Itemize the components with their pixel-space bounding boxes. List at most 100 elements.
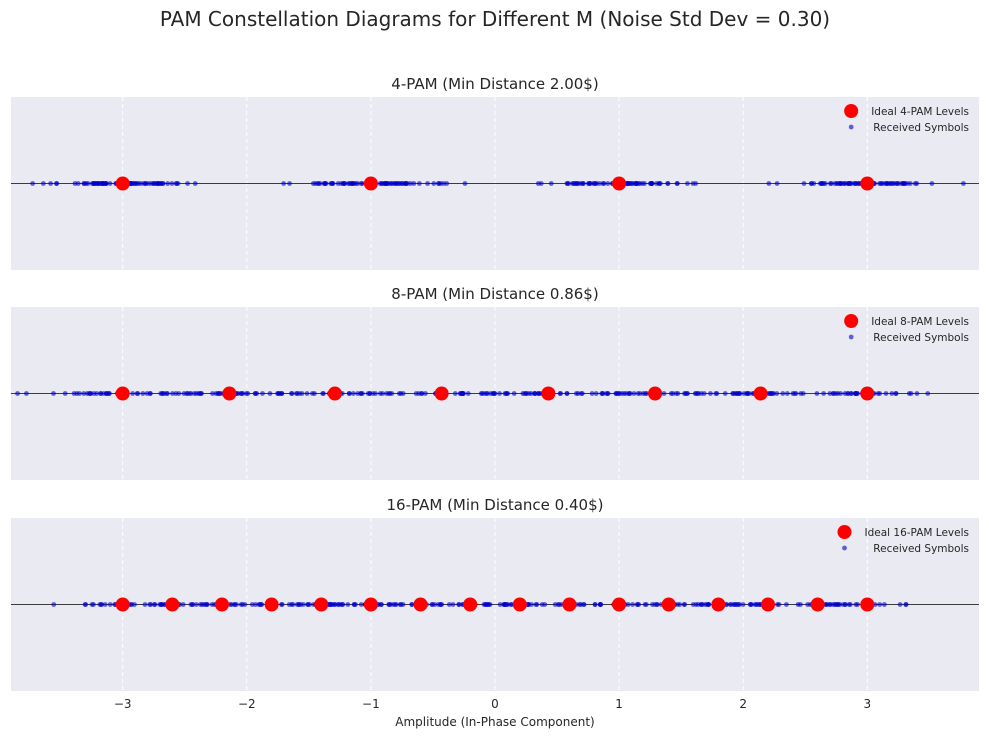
received-point — [732, 391, 738, 396]
received-point — [774, 181, 780, 186]
received-point — [397, 181, 403, 186]
received-point — [393, 181, 399, 186]
received-point — [156, 181, 162, 186]
received-point — [827, 391, 833, 396]
received-point — [684, 391, 690, 396]
received-point — [174, 181, 180, 186]
received-point — [99, 602, 104, 607]
received-point — [286, 602, 292, 607]
received-point — [593, 391, 599, 396]
received-point — [639, 181, 645, 186]
received-point — [151, 181, 156, 186]
received-point — [693, 391, 699, 396]
received-point — [132, 602, 137, 607]
received-point — [85, 181, 91, 186]
received-point — [644, 391, 650, 396]
ideal-level-point — [264, 597, 279, 612]
legend-label-received: Received Symbols — [873, 543, 969, 555]
received-point — [136, 181, 142, 186]
legend-marker-received — [848, 124, 854, 130]
ideal-level-point — [541, 386, 556, 401]
received-point — [661, 391, 667, 396]
received-point — [650, 602, 655, 607]
received-point — [210, 391, 215, 396]
received-point — [385, 181, 391, 186]
received-point — [706, 602, 712, 607]
received-point — [330, 181, 336, 186]
received-point — [107, 181, 113, 186]
x-tick-label: 3 — [863, 697, 871, 711]
received-point — [592, 602, 598, 607]
received-point — [693, 181, 699, 186]
received-point — [599, 391, 605, 396]
received-point — [776, 602, 782, 607]
legend-label-ideal: Ideal 8-PAM Levels — [871, 316, 969, 328]
ideal-level-point — [562, 597, 577, 612]
received-point — [887, 181, 893, 186]
received-point — [260, 391, 265, 396]
received-point — [379, 181, 385, 186]
received-point — [497, 602, 503, 607]
received-point — [199, 391, 204, 396]
legend-label-received: Received Symbols — [873, 332, 969, 344]
received-point — [737, 391, 743, 396]
received-point — [929, 181, 935, 186]
received-point — [535, 391, 541, 396]
received-point — [358, 602, 364, 607]
received-point — [242, 602, 248, 607]
received-point — [895, 181, 901, 186]
legend-marker-ideal — [837, 525, 852, 539]
received-point — [450, 602, 456, 607]
received-point — [889, 391, 895, 396]
received-point — [878, 181, 884, 186]
received-point — [396, 391, 402, 396]
received-point — [533, 602, 539, 607]
received-point — [795, 602, 801, 607]
received-point — [81, 181, 87, 186]
received-point — [548, 181, 554, 186]
received-point — [846, 602, 852, 607]
received-point — [187, 391, 192, 396]
received-point — [883, 391, 889, 396]
received-point — [380, 391, 385, 396]
received-point — [906, 391, 912, 396]
x-tick-label: −3 — [114, 697, 132, 711]
legend-label-ideal: Ideal 16-PAM Levels — [865, 527, 970, 539]
received-point — [635, 391, 641, 396]
received-point — [431, 181, 437, 186]
received-point — [253, 391, 258, 396]
received-point — [837, 602, 843, 607]
received-point — [413, 391, 419, 396]
received-point — [147, 391, 153, 396]
received-point — [180, 602, 186, 607]
received-point — [462, 181, 468, 186]
received-point — [604, 391, 610, 396]
received-point — [159, 391, 165, 396]
x-tick-label: −2 — [238, 697, 256, 711]
received-point — [780, 391, 786, 396]
received-point — [107, 602, 113, 607]
received-point — [310, 181, 316, 186]
ideal-level-point — [214, 597, 229, 612]
ideal-level-point — [413, 597, 428, 612]
received-point — [350, 181, 355, 186]
figure-title: PAM Constellation Diagrams for Different… — [160, 7, 830, 31]
panel-2: 8-PAM (Min Distance 0.86$) Ideal 8-PAM Le… — [11, 285, 979, 480]
received-point — [316, 181, 322, 186]
received-point — [798, 391, 804, 396]
received-point — [801, 181, 807, 186]
received-point — [176, 391, 182, 396]
received-point — [298, 602, 304, 607]
received-point — [290, 602, 296, 607]
received-point — [91, 391, 97, 396]
received-point — [328, 602, 334, 607]
received-point — [101, 181, 107, 186]
received-point — [75, 181, 81, 186]
received-point — [532, 391, 538, 396]
received-point — [727, 602, 733, 607]
received-point — [229, 602, 234, 607]
received-point — [490, 391, 496, 396]
received-point — [768, 391, 774, 396]
panel-title: 16-PAM (Min Distance 0.40$) — [387, 496, 604, 514]
